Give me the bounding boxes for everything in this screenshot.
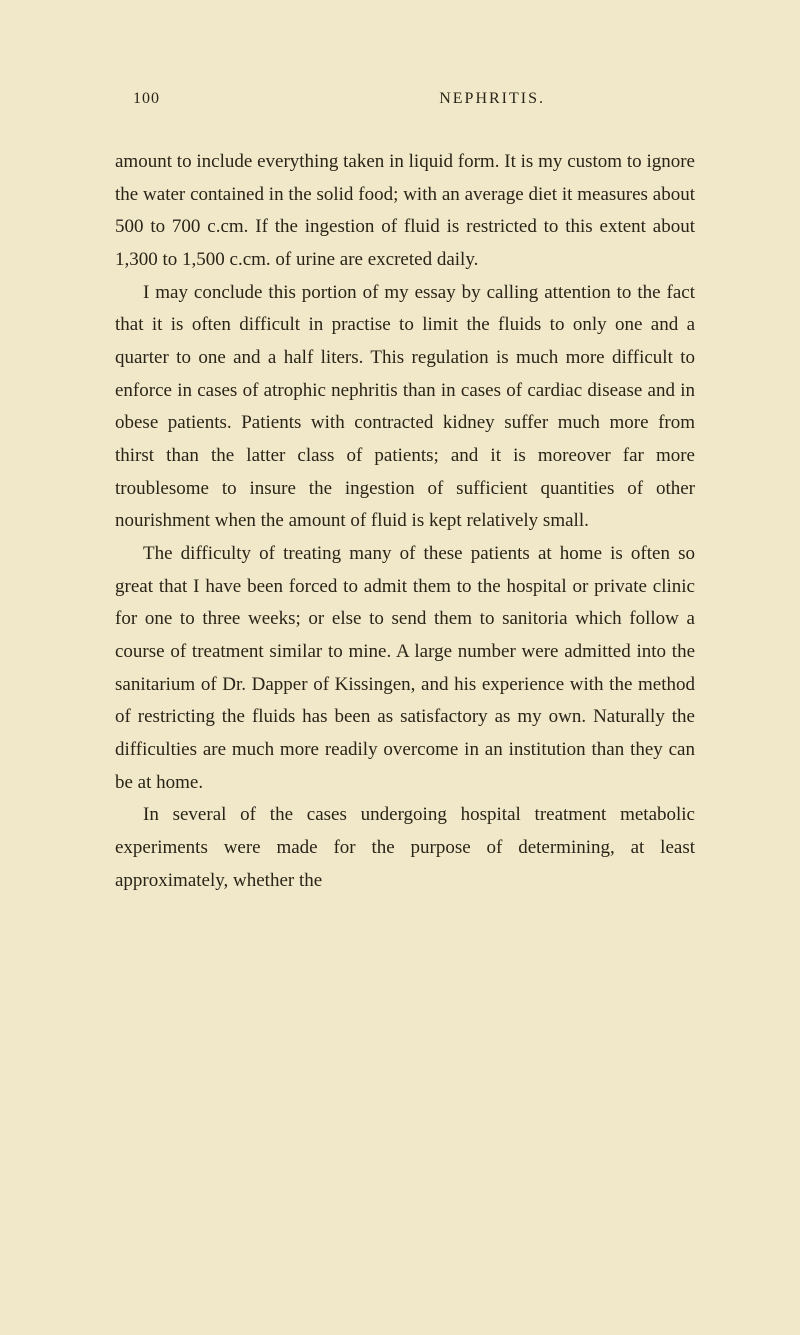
paragraph-3: The difficulty of treating many of these… xyxy=(115,538,695,799)
paragraph-4: In several of the cases undergoing hospi… xyxy=(115,799,695,897)
page-number: 100 xyxy=(133,90,160,108)
chapter-title: NEPHRITIS. xyxy=(439,90,545,108)
body-text: amount to include everything taken in li… xyxy=(115,146,695,897)
paragraph-1: amount to include everything taken in li… xyxy=(115,146,695,277)
paragraph-2: I may conclude this portion of my essay … xyxy=(115,277,695,538)
page-header: 100 NEPHRITIS. xyxy=(115,90,695,108)
